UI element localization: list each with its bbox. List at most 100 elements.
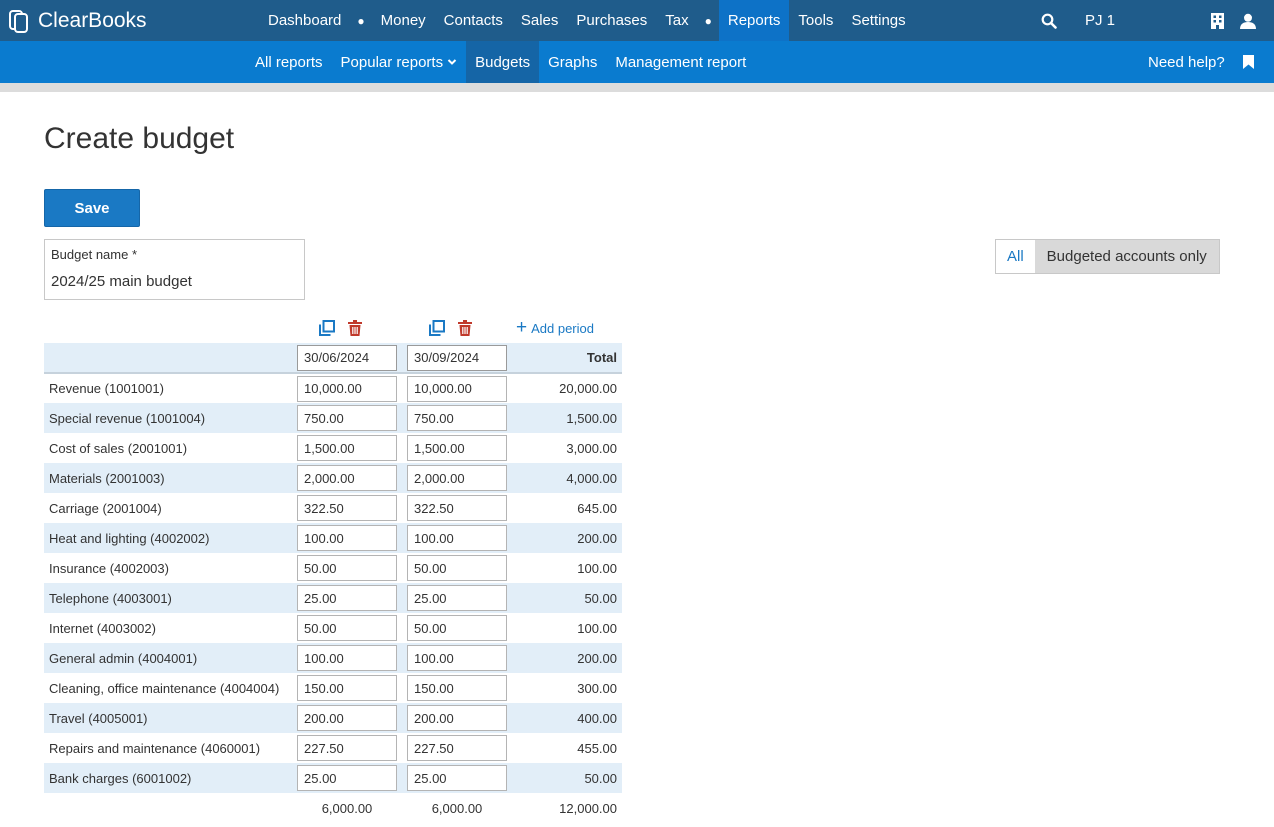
filter-budgeted-only-button[interactable]: Budgeted accounts only — [1034, 240, 1219, 273]
period-1-cell — [297, 553, 407, 583]
period-1-amount-input[interactable] — [297, 645, 397, 671]
user-name[interactable]: PJ 1 — [1085, 12, 1116, 29]
clearbooks-logo[interactable]: ClearBooks — [8, 5, 147, 37]
period-1-amount-input[interactable] — [297, 735, 397, 761]
add-period-button[interactable]: + Add period — [516, 318, 594, 338]
period-2-amount-input[interactable] — [407, 705, 507, 731]
page-title: Create budget — [44, 122, 235, 155]
period-1-header — [297, 343, 407, 373]
nav-reports[interactable]: Reports — [718, 0, 790, 41]
row-total: 20,000.00 — [559, 381, 617, 396]
budget-row: Telephone (4003001) 50.00 — [44, 583, 622, 613]
period-1-amount-input[interactable] — [297, 555, 397, 581]
period-2-amount-input[interactable] — [407, 495, 507, 521]
organisation-button[interactable] — [1208, 0, 1226, 41]
period-1-amount-input[interactable] — [297, 405, 397, 431]
row-total: 50.00 — [584, 590, 617, 606]
period-2-amount-input[interactable] — [407, 585, 507, 611]
nav-tax[interactable]: Tax — [665, 12, 689, 29]
account-filter-toggle: All Budgeted accounts only — [995, 239, 1220, 274]
period-2-amount-input[interactable] — [407, 555, 507, 581]
profile-button[interactable] — [1238, 0, 1258, 41]
account-name: Cleaning, office maintenance (4004004) — [49, 680, 280, 696]
bookmark-button[interactable] — [1243, 41, 1254, 83]
period-2-amount-input[interactable] — [407, 435, 507, 461]
subnav-all-reports[interactable]: All reports — [255, 53, 323, 71]
period-2-actions — [427, 318, 483, 338]
period-2-amount-input[interactable] — [407, 765, 507, 791]
user-icon — [1240, 13, 1256, 29]
budget-row: Materials (2001003) 4,000.00 — [44, 463, 622, 493]
copy-period-1-button[interactable] — [317, 318, 337, 338]
filter-all-button[interactable]: All — [996, 240, 1035, 273]
period-2-date-input[interactable] — [407, 344, 507, 371]
period-1-cell — [297, 733, 407, 763]
reports-subnav: All reports Popular reports Budgets Grap… — [0, 41, 1274, 83]
delete-period-1-button[interactable] — [345, 318, 365, 338]
period-1-cell — [297, 643, 407, 673]
period-2-cell — [407, 733, 517, 763]
nav-settings[interactable]: Settings — [851, 12, 906, 29]
period-2-cell — [407, 703, 517, 733]
nav-money[interactable]: Money — [380, 12, 426, 29]
account-name: Repairs and maintenance (4060001) — [49, 740, 261, 756]
search-button[interactable] — [1038, 0, 1060, 41]
period-2-amount-input[interactable] — [407, 375, 507, 402]
bookmark-icon — [1243, 55, 1254, 69]
period-1-date-input[interactable] — [297, 344, 397, 371]
account-name: General admin (4004001) — [49, 650, 198, 666]
period-1-amount-input[interactable] — [297, 585, 397, 611]
copy-period-2-button[interactable] — [427, 318, 447, 338]
period-1-amount-input[interactable] — [297, 495, 397, 521]
nav-dashboard[interactable]: Dashboard — [268, 12, 342, 29]
row-total: 1,500.00 — [566, 410, 617, 426]
budget-name-field[interactable]: Budget name * — [44, 239, 305, 300]
period-1-amount-input[interactable] — [297, 765, 397, 791]
nav-separator-dot: ● — [357, 13, 365, 28]
period-1-amount-input[interactable] — [297, 465, 397, 491]
budget-row: Insurance (4002003) 100.00 — [44, 553, 622, 583]
subnav-graphs[interactable]: Graphs — [548, 53, 598, 71]
nav-contacts[interactable]: Contacts — [443, 12, 503, 29]
period-1-amount-input[interactable] — [297, 705, 397, 731]
period-2-amount-input[interactable] — [407, 465, 507, 491]
budget-name-input[interactable] — [51, 273, 296, 290]
period-1-cell — [297, 523, 407, 553]
nav-sales[interactable]: Sales — [520, 12, 559, 29]
period-1-cell — [297, 433, 407, 463]
period-1-amount-input[interactable] — [297, 375, 397, 402]
period-1-amount-input[interactable] — [297, 435, 397, 461]
period-1-amount-input[interactable] — [297, 525, 397, 551]
budget-row: Internet (4003002) 100.00 — [44, 613, 622, 643]
period-2-amount-input[interactable] — [407, 675, 507, 701]
need-help-link[interactable]: Need help? — [1148, 53, 1225, 71]
nav-purchases[interactable]: Purchases — [576, 12, 648, 29]
period-2-cell — [407, 463, 517, 493]
save-button[interactable]: Save — [44, 189, 140, 227]
plus-icon: + — [516, 317, 528, 338]
account-name: Internet (4003002) — [49, 620, 156, 636]
period-2-amount-input[interactable] — [407, 615, 507, 641]
account-name: Heat and lighting (4002002) — [49, 530, 210, 546]
period-2-amount-input[interactable] — [407, 645, 507, 671]
budget-table: Total Revenue (1001001) 20,000.00 Special … — [44, 343, 622, 823]
period-2-amount-input[interactable] — [407, 735, 507, 761]
row-total: 200.00 — [577, 650, 617, 666]
grand-total: 12,000.00 — [559, 800, 617, 816]
subnav-popular-reports[interactable]: Popular reports — [332, 41, 467, 83]
nav-tools[interactable]: Tools — [798, 12, 834, 29]
delete-period-2-button[interactable] — [455, 318, 475, 338]
period-1-amount-input[interactable] — [297, 675, 397, 701]
copy-column-icon — [429, 320, 445, 336]
period-2-amount-input[interactable] — [407, 525, 507, 551]
account-name: Telephone (4003001) — [49, 590, 172, 606]
period-2-cell — [407, 523, 517, 553]
budget-row: Bank charges (6001002) 50.00 — [44, 763, 622, 793]
period-1-amount-input[interactable] — [297, 615, 397, 641]
subnav-budgets[interactable]: Budgets — [466, 41, 540, 83]
period-1-cell — [297, 583, 407, 613]
period-2-amount-input[interactable] — [407, 405, 507, 431]
period-2-cell — [407, 643, 517, 673]
subnav-management-report[interactable]: Management report — [615, 53, 747, 71]
account-name: Insurance (4002003) — [49, 560, 169, 576]
